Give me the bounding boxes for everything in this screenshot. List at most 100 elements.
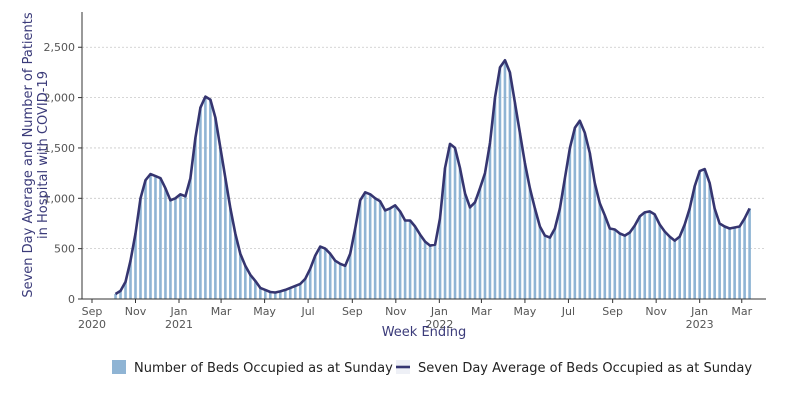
bar (174, 198, 177, 299)
bar (573, 127, 577, 300)
bar (154, 176, 157, 299)
bar (553, 228, 557, 299)
bar (598, 203, 602, 299)
bar (498, 67, 502, 300)
bar (303, 278, 307, 299)
bar (398, 211, 402, 299)
bar (688, 208, 691, 299)
bar (363, 192, 367, 299)
y-tick-label: 2,500 (44, 41, 76, 54)
bar (224, 178, 227, 299)
x-tick-label: Sep (602, 305, 623, 318)
bar (358, 200, 362, 299)
x-tick-label: Jan (170, 305, 188, 318)
bar (578, 120, 582, 299)
bar (443, 168, 447, 299)
bar (613, 229, 617, 299)
bar (488, 142, 492, 299)
bar (278, 291, 282, 299)
bar (433, 244, 437, 299)
bar (239, 253, 242, 299)
bar (733, 227, 736, 299)
bar (628, 232, 632, 299)
bar (518, 132, 522, 299)
bar (149, 174, 152, 299)
bar (708, 183, 711, 299)
bar (283, 289, 287, 299)
bar (448, 143, 452, 299)
x-tick-label: Nov (385, 305, 407, 318)
bar (373, 198, 377, 299)
y-tick-label: 0 (68, 293, 75, 306)
bar (533, 208, 537, 299)
bar (468, 207, 472, 299)
bar (313, 255, 317, 299)
bar (508, 72, 512, 299)
bar (653, 214, 657, 299)
bar (698, 171, 701, 299)
x-tick-label: Sep (82, 305, 103, 318)
bar (493, 97, 497, 299)
bar (558, 208, 562, 299)
bar (523, 163, 527, 299)
x-tick-label: Nov (125, 305, 147, 318)
y-tick-label: 1,000 (44, 192, 76, 205)
bar (273, 292, 277, 299)
bar (648, 211, 652, 299)
bar (548, 237, 552, 299)
bar (189, 178, 192, 299)
bar (368, 194, 372, 299)
bar (743, 218, 746, 299)
bar (638, 216, 642, 299)
bar (683, 224, 686, 299)
bar (713, 208, 716, 299)
y-axis-title-line-1: Seven Day Average and Number of Patients (21, 12, 36, 298)
x-axis-title: Week Ending (382, 325, 467, 340)
x-tick-label: Mar (471, 305, 492, 318)
bar (184, 196, 187, 299)
x-tick-label: Mar (211, 305, 232, 318)
bar (333, 260, 337, 299)
bar (663, 231, 667, 299)
bar (348, 253, 352, 299)
bar (209, 99, 212, 299)
bar (513, 102, 517, 299)
x-tick-label: May (253, 305, 276, 318)
bar (234, 233, 237, 299)
bar (728, 228, 731, 299)
bar (353, 228, 357, 299)
bar (254, 280, 257, 299)
bar (328, 253, 332, 299)
bar (124, 281, 127, 299)
bar (673, 240, 677, 299)
bar (169, 200, 172, 299)
bar (164, 188, 167, 299)
bar (623, 235, 627, 299)
x-tick-label: Jul (300, 305, 314, 318)
bar (503, 60, 507, 300)
bar (318, 246, 322, 299)
bar-series-beds-occupied (114, 60, 751, 300)
legend-swatch-bar (112, 360, 126, 374)
bar (293, 285, 297, 299)
bar (179, 194, 182, 299)
bar (428, 245, 432, 299)
bar (463, 193, 467, 299)
bar (199, 107, 202, 300)
bar (543, 235, 547, 299)
bar (383, 210, 387, 299)
bar (229, 208, 232, 299)
bar (393, 205, 397, 299)
bar (119, 290, 122, 299)
bar (703, 169, 706, 299)
bar (338, 263, 342, 299)
bar (603, 215, 607, 299)
bar (668, 236, 672, 299)
legend-label-line: Seven Day Average of Beds Occupied as at… (418, 361, 752, 376)
bar (134, 233, 137, 299)
x-tick-label-year: 2023 (686, 318, 714, 331)
y-axis-title: Seven Day Average and Number of Patients… (21, 12, 51, 298)
bar (678, 236, 681, 299)
line-series-seven-day-average (114, 59, 751, 296)
